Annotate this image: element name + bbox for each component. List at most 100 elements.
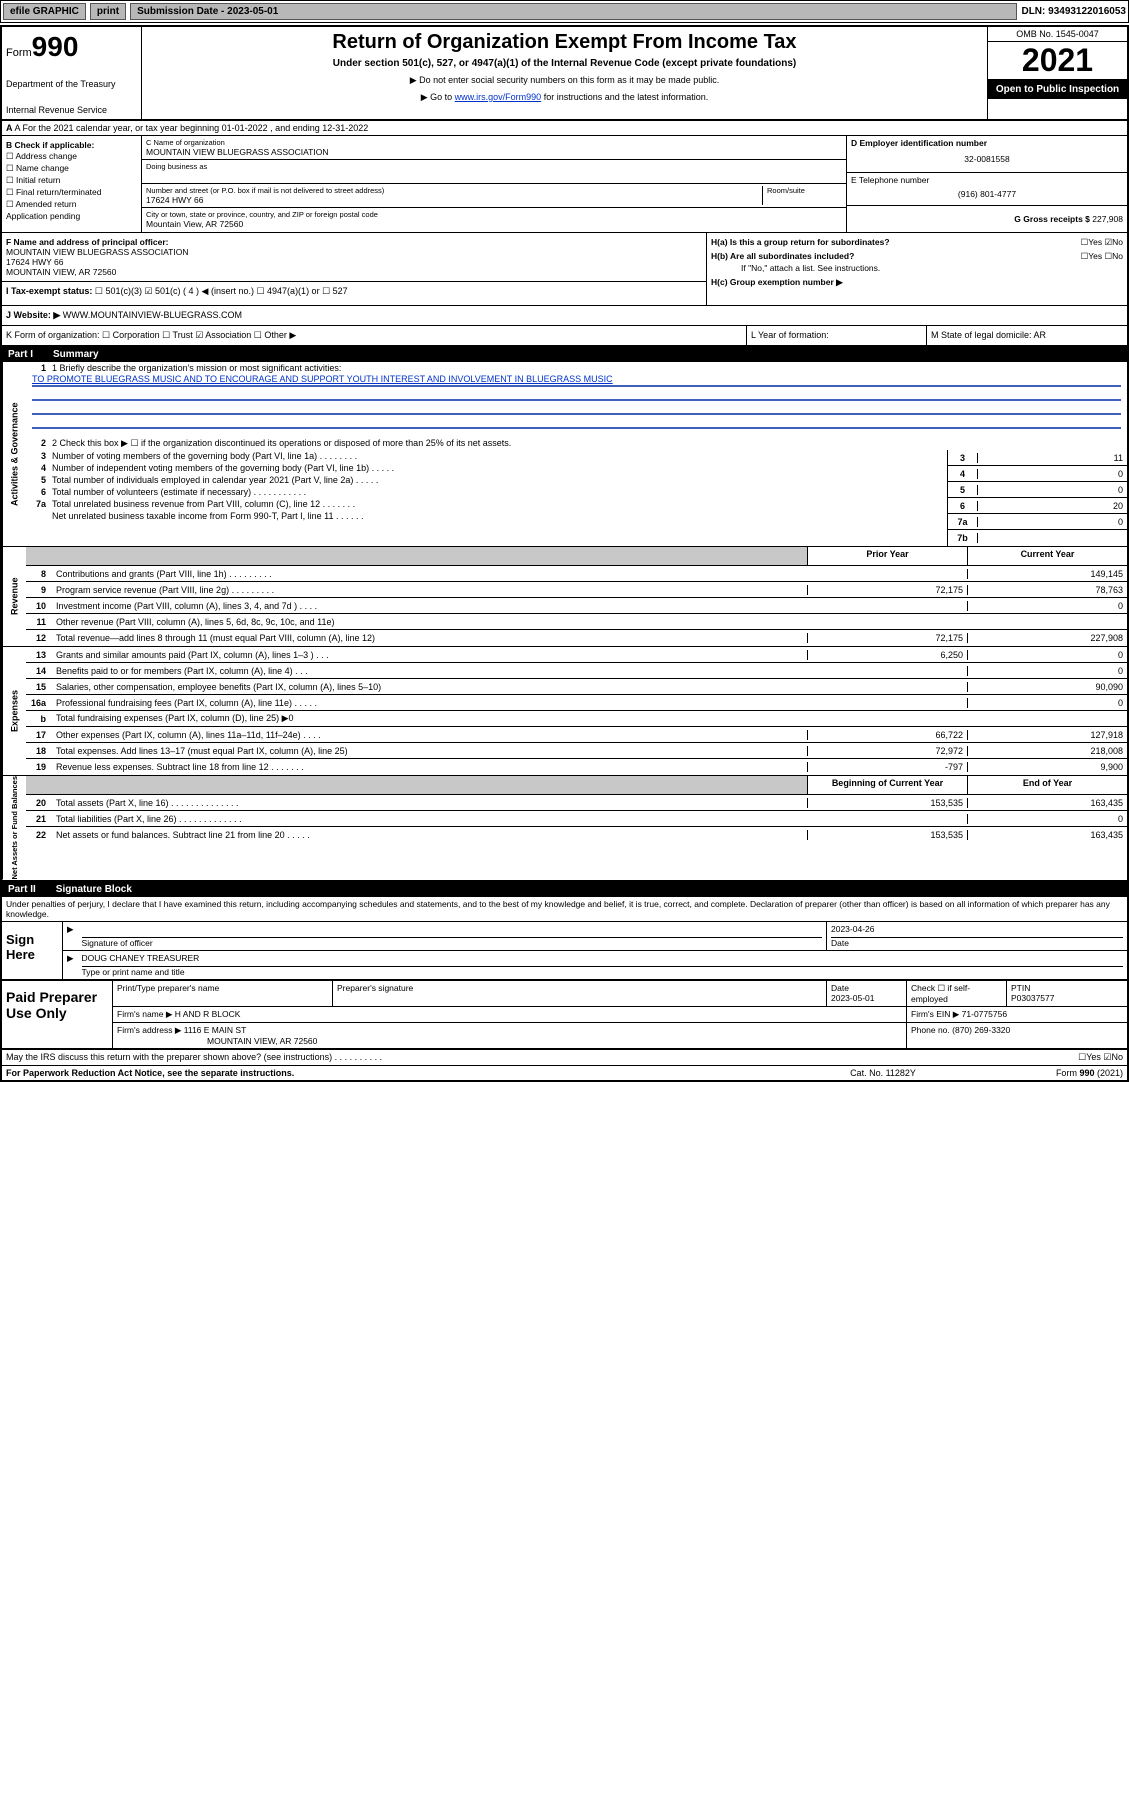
gov-line: 5Total number of individuals employed in… xyxy=(26,474,947,486)
form-note-2: ▶ Go to www.irs.gov/Form990 for instruct… xyxy=(146,92,983,103)
ptin-value: P03037577 xyxy=(1011,993,1055,1003)
signer-name: DOUG CHANEY TREASURER xyxy=(82,953,1123,967)
fin-line: 10Investment income (Part VIII, column (… xyxy=(26,598,1127,614)
irs-label: Internal Revenue Service xyxy=(6,105,137,115)
section-governance: Activities & Governance 11 Briefly descr… xyxy=(2,362,1127,547)
header-left: Form990 Department of the Treasury Inter… xyxy=(2,27,142,119)
side-governance: Activities & Governance xyxy=(2,362,26,546)
preparer-sig-hdr: Preparer's signature xyxy=(333,981,827,1006)
checkbox-item[interactable]: ☐ Name change xyxy=(6,163,137,174)
checkbox-item[interactable]: ☐ Initial return xyxy=(6,175,137,186)
firm-addr1: 1116 E MAIN ST xyxy=(184,1025,247,1035)
preparer-date: 2023-05-01 xyxy=(831,993,874,1003)
sign-date: 2023-04-26 xyxy=(831,924,1123,938)
fin-line: 20Total assets (Part X, line 16) . . . .… xyxy=(26,795,1127,811)
row-l-year: L Year of formation: xyxy=(747,326,927,345)
fin-line: 21Total liabilities (Part X, line 26) . … xyxy=(26,811,1127,827)
line2-text: 2 Check this box ▶ ☐ if the organization… xyxy=(52,438,1127,449)
gov-line: 7aTotal unrelated business revenue from … xyxy=(26,498,947,510)
form-title: Return of Organization Exempt From Incom… xyxy=(146,31,983,54)
discuss-answer: ☐Yes ☑No xyxy=(1078,1052,1123,1063)
form-subtitle: Under section 501(c), 527, or 4947(a)(1)… xyxy=(146,58,983,69)
cell-addr: Number and street (or P.O. box if mail i… xyxy=(142,184,846,208)
efile-button[interactable]: efile GRAPHIC xyxy=(3,3,86,20)
checkbox-item[interactable]: Application pending xyxy=(6,211,137,221)
line1-label: 1 Briefly describe the organization's mi… xyxy=(52,363,1127,373)
row-a-period: A A For the 2021 calendar year, or tax y… xyxy=(2,121,1127,136)
section-revenue: Revenue Prior Year Current Year 8Contrib… xyxy=(2,547,1127,647)
tax-exempt-opts: ☐ 501(c)(3) ☑ 501(c) ( 4 ) ◀ (insert no.… xyxy=(95,286,348,296)
officer-city: MOUNTAIN VIEW, AR 72560 xyxy=(6,267,116,277)
fin-line: bTotal fundraising expenses (Part IX, co… xyxy=(26,711,1127,727)
row-j-website: J Website: ▶ WWW.MOUNTAINVIEW-BLUEGRASS.… xyxy=(2,306,1127,326)
row-f-h: F Name and address of principal officer:… xyxy=(2,233,1127,306)
hc-label: H(c) Group exemption number ▶ xyxy=(711,277,843,287)
firm-name: H AND R BLOCK xyxy=(175,1009,241,1019)
row-klm: K Form of organization: ☐ Corporation ☐ … xyxy=(2,326,1127,347)
open-inspection: Open to Public Inspection xyxy=(988,80,1127,99)
mission-blank-3 xyxy=(32,417,1121,429)
form-note-1: ▶ Do not enter social security numbers o… xyxy=(146,75,983,86)
eoy-header: End of Year xyxy=(967,776,1127,794)
hb-answer: ☐Yes ☐No xyxy=(1081,251,1123,262)
side-net-assets: Net Assets or Fund Balances xyxy=(2,776,26,880)
fin-line: 13Grants and similar amounts paid (Part … xyxy=(26,647,1127,663)
tax-exempt-label: I Tax-exempt status: xyxy=(6,286,92,296)
part-1-header: Part I Summary xyxy=(2,347,1127,362)
net-header: Beginning of Current Year End of Year xyxy=(26,776,1127,795)
checkbox-item[interactable]: ☐ Amended return xyxy=(6,199,137,210)
print-button[interactable]: print xyxy=(90,3,126,20)
top-toolbar: efile GRAPHIC print Submission Date - 20… xyxy=(0,0,1129,23)
fin-line: 16aProfessional fundraising fees (Part I… xyxy=(26,695,1127,711)
mission-blank-1 xyxy=(32,389,1121,401)
cell-city: City or town, state or province, country… xyxy=(142,208,846,231)
header-right: OMB No. 1545-0047 2021 Open to Public In… xyxy=(987,27,1127,119)
penalty-text: Under penalties of perjury, I declare th… xyxy=(2,897,1127,922)
page-footer: For Paperwork Reduction Act Notice, see … xyxy=(2,1066,1127,1080)
sign-here-label: Sign Here xyxy=(2,922,62,979)
sig-officer-label: Signature of officer xyxy=(82,938,822,948)
fin-line: 19Revenue less expenses. Subtract line 1… xyxy=(26,759,1127,775)
firm-addr2: MOUNTAIN VIEW, AR 72560 xyxy=(207,1036,317,1046)
mission-blank-2 xyxy=(32,403,1121,415)
checkbox-item[interactable]: ☐ Address change xyxy=(6,151,137,162)
col-de: D Employer identification number 32-0081… xyxy=(847,136,1127,232)
gross-receipts: 227,908 xyxy=(1092,214,1123,224)
part-2-header: Part II Signature Block xyxy=(2,882,1127,897)
officer-name: MOUNTAIN VIEW BLUEGRASS ASSOCIATION xyxy=(6,247,188,257)
cell-ein: D Employer identification number 32-0081… xyxy=(847,136,1127,173)
org-city: Mountain View, AR 72560 xyxy=(146,219,842,229)
footer-right: Form 990 (2021) xyxy=(983,1068,1123,1078)
fin-line: 12Total revenue—add lines 8 through 11 (… xyxy=(26,630,1127,646)
paid-preparer-block: Paid Preparer Use Only Print/Type prepar… xyxy=(2,981,1127,1050)
cell-phone: E Telephone number (916) 801-4777 xyxy=(847,173,1127,206)
section-net-assets: Net Assets or Fund Balances Beginning of… xyxy=(2,776,1127,882)
cell-dba: Doing business as xyxy=(142,160,846,184)
side-expenses: Expenses xyxy=(2,647,26,775)
paid-preparer-label: Paid Preparer Use Only xyxy=(2,981,112,1048)
footer-left: For Paperwork Reduction Act Notice, see … xyxy=(6,1068,783,1078)
fin-line: 8Contributions and grants (Part VIII, li… xyxy=(26,566,1127,582)
gov-line: Net unrelated business taxable income fr… xyxy=(26,510,947,522)
form-header: Form990 Department of the Treasury Inter… xyxy=(2,27,1127,121)
firm-phone: (870) 269-3320 xyxy=(952,1025,1010,1035)
discuss-row: May the IRS discuss this return with the… xyxy=(2,1050,1127,1066)
irs-link[interactable]: www.irs.gov/Form990 xyxy=(455,92,542,102)
boy-header: Beginning of Current Year xyxy=(807,776,967,794)
officer-addr: 17624 HWY 66 xyxy=(6,257,64,267)
fin-line: 18Total expenses. Add lines 13–17 (must … xyxy=(26,743,1127,759)
omb-number: OMB No. 1545-0047 xyxy=(988,27,1127,42)
checkbox-item[interactable]: ☐ Final return/terminated xyxy=(6,187,137,198)
arrow-icon: ▶ xyxy=(63,922,78,950)
website-value[interactable]: WWW.MOUNTAINVIEW-BLUEGRASS.COM xyxy=(63,310,242,320)
self-employed-check: Check ☐ if self-employed xyxy=(907,981,1007,1006)
cell-gross: G Gross receipts $ 227,908 xyxy=(847,206,1127,232)
dept-treasury: Department of the Treasury xyxy=(6,79,137,89)
gov-value-row: 7a0 xyxy=(948,514,1127,530)
cat-no: Cat. No. 11282Y xyxy=(783,1068,983,1078)
ein-value: 32-0081558 xyxy=(851,148,1123,170)
fin-line: 9Program service revenue (Part VIII, lin… xyxy=(26,582,1127,598)
tax-year: 2021 xyxy=(988,42,1127,80)
section-expenses: Expenses 13Grants and similar amounts pa… xyxy=(2,647,1127,776)
fin-line: 14Benefits paid to or for members (Part … xyxy=(26,663,1127,679)
